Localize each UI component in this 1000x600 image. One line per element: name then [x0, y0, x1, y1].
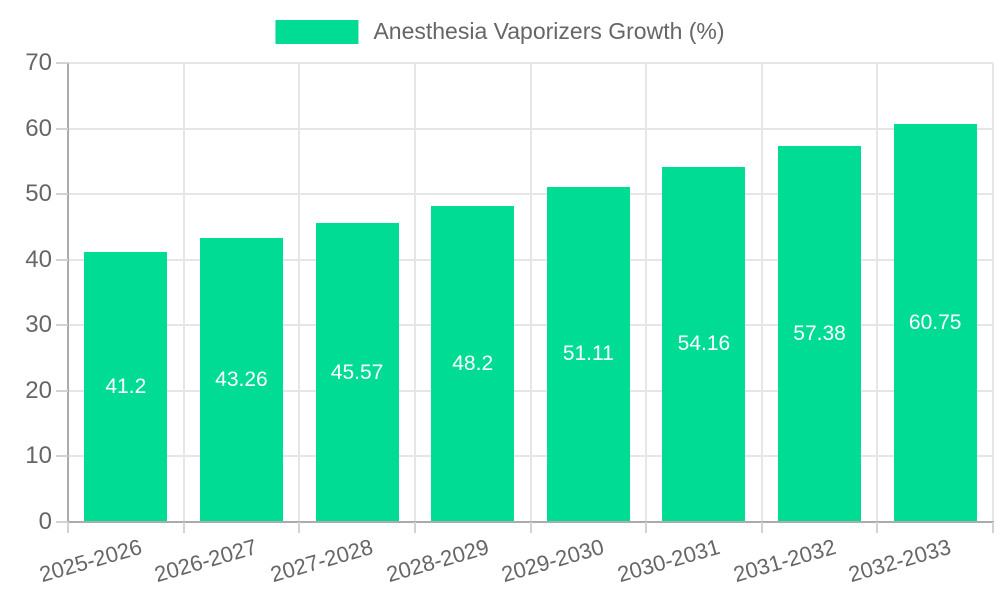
y-tick-label: 40 [25, 245, 52, 273]
bar-value-label: 43.26 [215, 368, 268, 392]
bar-value-label: 45.57 [330, 360, 384, 384]
plot-area: 41.2 43.26 45.57 48.2 51.11 54.16 57.38 60.75 [68, 62, 994, 522]
bar-value-label: 57.38 [793, 321, 846, 345]
y-tick-mark [56, 389, 68, 392]
bar [315, 223, 399, 522]
bar [199, 238, 283, 522]
x-gridline [529, 63, 532, 522]
y-tick-label: 50 [25, 180, 52, 208]
legend-item[interactable]: Anesthesia Vaporizers Growth (%) [275, 18, 725, 45]
x-gridline [992, 63, 994, 522]
y-tick-mark [56, 258, 68, 261]
x-gridline [760, 63, 763, 522]
x-tick-mark [992, 522, 994, 533]
x-gridline [413, 63, 416, 522]
x-gridline [876, 63, 879, 522]
y-tick-mark [56, 127, 68, 130]
x-tick-mark [298, 522, 301, 533]
bar-value-label: 60.75 [908, 310, 962, 334]
x-tick-mark [645, 522, 648, 533]
x-tick-mark [760, 522, 763, 533]
bar [662, 166, 746, 522]
y-tick-label: 70 [25, 49, 52, 76]
x-gridline [645, 63, 648, 522]
legend-label: Anesthesia Vaporizers Growth (%) [373, 18, 725, 44]
y-tick-mark [56, 324, 68, 327]
x-tick-mark [67, 522, 69, 533]
y-tick-label: 10 [25, 442, 52, 470]
y-tick-label: 30 [25, 311, 52, 339]
y-tick-mark [56, 521, 68, 523]
bar-value-label: 51.11 [562, 342, 614, 366]
y-tick-label: 0 [38, 508, 52, 535]
bar [893, 123, 977, 522]
legend-swatch [275, 19, 359, 44]
y-tick-label: 60 [25, 114, 52, 142]
y-tick-mark [56, 62, 68, 64]
bar [84, 251, 168, 522]
y-tick-mark [56, 193, 68, 196]
y-tick-mark [56, 455, 68, 458]
bar-value-label: 41.2 [105, 374, 147, 398]
bar [431, 205, 515, 522]
x-tick-mark [182, 522, 185, 533]
bar-value-label: 48.2 [452, 351, 494, 375]
x-tick-mark [876, 522, 879, 533]
x-gridline [182, 63, 185, 522]
x-gridline [298, 63, 301, 522]
x-tick-mark [529, 522, 532, 533]
y-axis-line [67, 63, 69, 533]
bar [778, 145, 862, 522]
bar [546, 186, 630, 522]
y-tick-label: 20 [25, 376, 52, 404]
bar-value-label: 54.16 [677, 332, 731, 356]
x-tick-mark [413, 522, 416, 533]
